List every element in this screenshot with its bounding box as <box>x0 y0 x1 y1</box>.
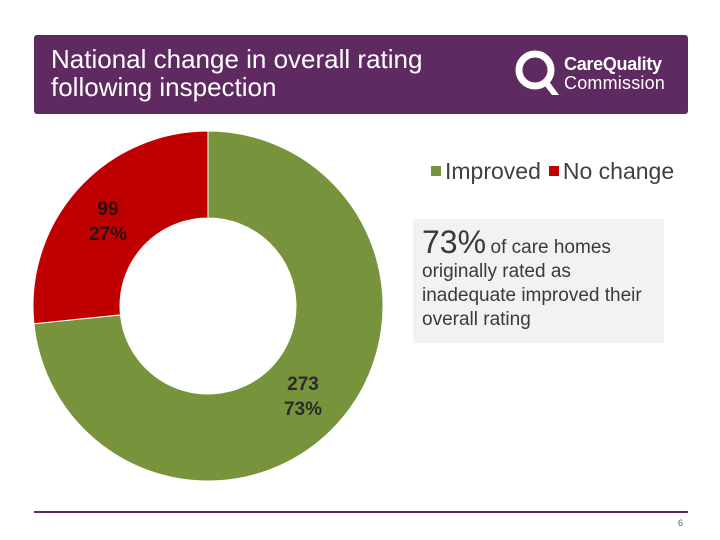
page-number: 6 <box>678 518 684 528</box>
page-title: National change in overall rating follow… <box>51 44 423 102</box>
donut-slice-no-change <box>32 130 209 325</box>
legend-label-improved: Improved <box>445 157 541 184</box>
footer-divider <box>34 511 688 513</box>
logo-line-1: CareQuality <box>564 54 662 74</box>
legend-item-improved: Improved <box>431 158 541 185</box>
info-callout: 73% of care homes originally rated as in… <box>413 219 664 343</box>
logo-line-2: Commission <box>564 73 666 93</box>
legend-swatch-improved <box>431 166 441 176</box>
donut-chart: 273 73% 99 27% <box>32 130 384 482</box>
cqc-q-logo-icon <box>515 50 559 95</box>
info-text-rest: originally rated as inadequate improved … <box>422 261 642 330</box>
legend-swatch-no-change <box>548 166 559 176</box>
donut-slice-improved <box>33 130 384 482</box>
slice-percent-no-change: 27% <box>89 224 127 245</box>
header-banner: National change in overall rating follow… <box>34 35 688 114</box>
slice-value-improved: 273 <box>287 374 319 395</box>
slice-percent-improved: 73% <box>284 399 322 420</box>
info-big-percent: 73% <box>422 224 487 260</box>
info-text-inline: of care homes <box>490 237 611 258</box>
legend-label-no-change: No change <box>562 157 675 184</box>
chart-legend: Improved No change <box>431 158 682 184</box>
slice-value-no-change: 99 <box>97 199 118 220</box>
legend-item-no-change: No change <box>548 157 675 185</box>
cqc-logo: CareQuality Commission <box>514 49 684 99</box>
